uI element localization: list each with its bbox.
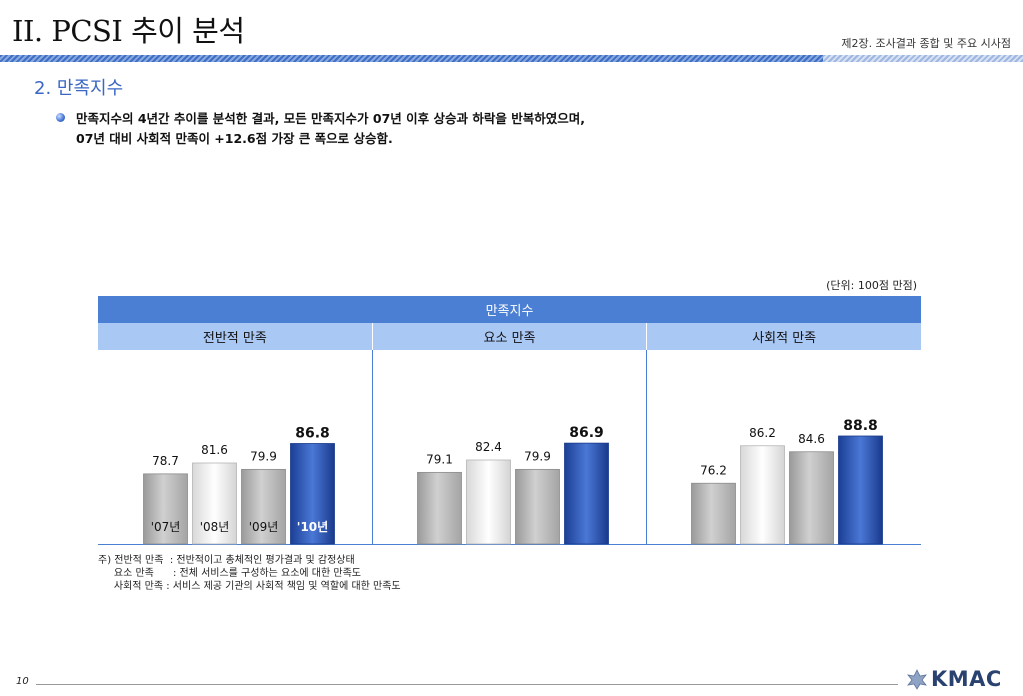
header-divider <box>0 55 1023 62</box>
value-label-1-0: 79.1 <box>426 452 453 466</box>
bullet-icon <box>56 113 65 122</box>
group-header-overall: 전반적 만족 <box>202 331 267 346</box>
bar-1-1 <box>466 459 511 545</box>
logo-text: KMAC <box>931 667 1002 691</box>
section-title: 2. 만족지수 <box>34 78 124 99</box>
bar-2-1 <box>740 445 785 545</box>
unit-label: (단위: 100점 만점) <box>826 279 917 292</box>
kmac-logo: KMAC <box>905 667 1002 691</box>
value-label-1-1: 82.4 <box>475 440 502 454</box>
chapter-label: 제2장. 조사결과 종합 및 주요 시사점 <box>841 37 1011 50</box>
value-label-0-1: 81.6 <box>201 443 228 457</box>
value-label-0-3: 86.8 <box>295 426 330 442</box>
value-label-0-0: 78.7 <box>152 454 179 468</box>
footer-divider <box>36 684 898 685</box>
category-label-3: '10년 <box>297 520 328 534</box>
logo-mark-icon <box>907 669 927 690</box>
bar-1-0 <box>417 471 462 545</box>
summary-line-2: 07년 대비 사회적 만족이 +12.6점 가장 큰 폭으로 상승함. <box>76 131 393 146</box>
page-title: II. PCSI 추이 분석 <box>12 14 245 48</box>
note-overall: 주) 전반적 만족 : 전반적이고 총체적인 평가결과 및 감정상태 <box>98 555 355 566</box>
category-label-2: '09년 <box>249 520 279 534</box>
bar-2-3 <box>838 435 883 545</box>
bar-1-3 <box>564 442 609 545</box>
header-divider-end <box>823 55 1023 62</box>
bar-2-2 <box>789 451 834 545</box>
bar-2-0 <box>691 482 736 545</box>
value-label-1-3: 86.9 <box>569 425 604 441</box>
table-title-text: 만족지수 <box>485 304 534 319</box>
note-element: 요소 만족 : 전체 서비스를 구성하는 요소에 대한 만족도 <box>98 568 361 579</box>
value-label-2-1: 86.2 <box>749 426 776 440</box>
value-label-1-2: 79.9 <box>524 449 551 463</box>
note-social: 사회적 만족 : 서비스 제공 기관의 사회적 책임 및 역할에 대한 만족도 <box>98 581 401 592</box>
satisfaction-bar-chart: 78.7 '07년 81.6 '08년 79.9 '09년 86.8 '10년 79.1 82.4… <box>98 350 921 545</box>
group-header-element: 요소 만족 <box>371 323 647 350</box>
bar-0-1 <box>192 462 237 545</box>
summary-line-1: 만족지수의 4년간 추이를 분석한 결과, 모든 만족지수가 07년 이후 상승… <box>76 111 585 126</box>
bar-0-3 <box>290 443 335 545</box>
value-label-0-2: 79.9 <box>250 449 277 463</box>
category-label-0: '07년 <box>151 520 181 534</box>
bar-1-2 <box>515 468 560 545</box>
group-header-social: 사회적 만족 <box>646 323 921 350</box>
table-header-row: 전반적 만족 요소 만족 사회적 만족 <box>98 323 921 350</box>
bar-0-2 <box>241 468 286 545</box>
category-label-1: '08년 <box>200 520 230 534</box>
table-title: 만족지수 <box>98 296 921 323</box>
value-label-2-2: 84.6 <box>798 432 825 446</box>
value-label-2-3: 88.8 <box>843 418 878 434</box>
value-label-2-0: 76.2 <box>700 463 727 477</box>
page-number: 10 <box>16 676 29 687</box>
bar-0-0 <box>143 473 188 545</box>
